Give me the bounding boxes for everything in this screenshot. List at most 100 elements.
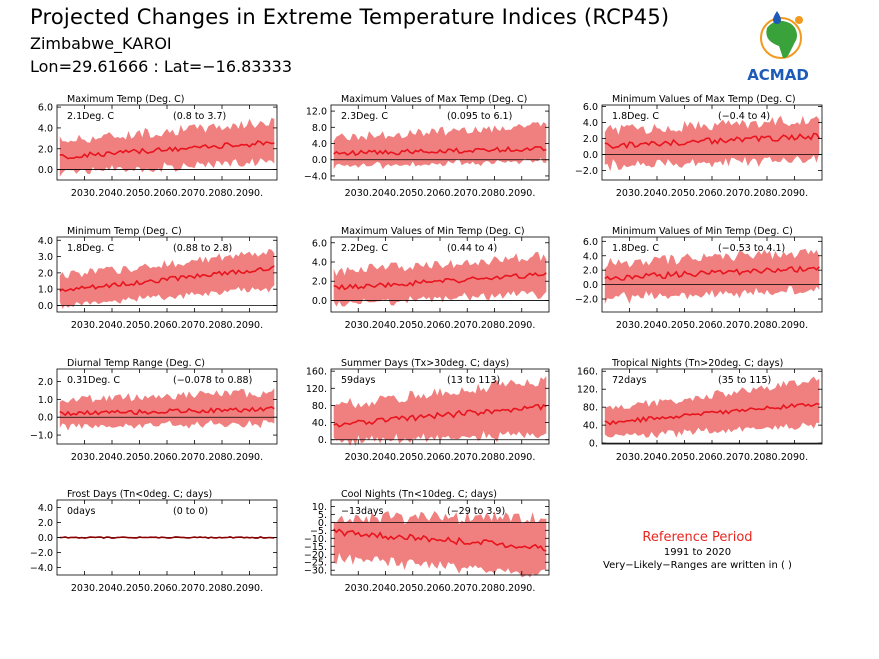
range-band	[604, 248, 820, 305]
y-tick-label: 160.	[306, 367, 327, 378]
x-tick-label: 2050.	[399, 320, 426, 331]
x-tick-label: 2090.	[781, 188, 808, 199]
y-tick-label: 0.0	[38, 165, 53, 176]
x-tick-label: 2060.	[426, 320, 453, 331]
y-tick-label: 2.0	[583, 266, 598, 277]
range-label: (13 to 113)	[447, 375, 500, 386]
value-label: −13days	[341, 506, 384, 517]
y-tick-label: 12.0	[306, 107, 327, 118]
y-tick-label: −5.	[310, 526, 327, 537]
x-tick-label: 2030.	[616, 188, 643, 199]
value-label: 59days	[341, 375, 376, 386]
value-label: 2.2Deg. C	[341, 243, 388, 254]
x-tick-label: 2030.	[616, 452, 643, 463]
location-label: Zimbabwe_KAROI	[30, 34, 172, 53]
chart-panel: 0. 40. 80. 120. 160. 2030. 2040. 2050. 2060. 2070…	[577, 358, 823, 463]
chart-panel: −4.0 −2.0 0.0 2.0 4.0 2030. 2040. 2050. 2060. 207…	[30, 489, 278, 594]
x-tick-label: 2040.	[643, 188, 670, 199]
y-tick-label: 2.0	[38, 377, 53, 388]
range-band	[333, 511, 547, 578]
chart-title: Frost Days (Tn<0deg. C; days)	[67, 489, 212, 500]
y-tick-label: −2.0	[575, 295, 598, 306]
chart-title: Summer Days (Tx>30deg. C; days)	[341, 358, 509, 369]
logo-text: ACMAD	[747, 66, 809, 84]
coordinates-label: Lon=29.61666 : Lat=−16.83333	[30, 57, 293, 76]
y-tick-label: −20.	[304, 550, 327, 561]
y-tick-label: 4.0	[312, 139, 327, 150]
x-tick-label: 2090.	[236, 320, 263, 331]
x-tick-label: 2030.	[71, 188, 98, 199]
x-tick-label: 2060.	[153, 188, 180, 199]
y-tick-label: 0.0	[583, 150, 598, 161]
y-tick-label: 0.0	[312, 155, 327, 166]
range-label: (0 to 0)	[173, 506, 208, 517]
y-tick-label: 1.0	[38, 395, 53, 406]
y-tick-label: 4.0	[583, 118, 598, 129]
chart-title: Cool Nights (Tn<10deg. C; days)	[341, 489, 497, 500]
x-tick-label: 2040.	[372, 320, 399, 331]
x-tick-label: 2090.	[508, 188, 535, 199]
x-tick-label: 2040.	[98, 188, 125, 199]
y-tick-label: 4.0	[583, 251, 598, 262]
y-tick-label: 2.0	[38, 144, 53, 155]
x-tick-label: 2070.	[454, 320, 481, 331]
x-tick-label: 2090.	[508, 583, 535, 594]
page-title: Projected Changes in Extreme Temperature…	[30, 5, 670, 29]
x-tick-label: 2040.	[372, 452, 399, 463]
range-label: (−0.4 to 4)	[718, 111, 770, 122]
x-tick-label: 2070.	[181, 452, 208, 463]
x-tick-label: 2080.	[208, 188, 235, 199]
range-label: (35 to 115)	[718, 375, 771, 386]
y-tick-label: 6.0	[38, 103, 53, 114]
x-tick-label: 2070.	[454, 583, 481, 594]
value-label: 0days	[67, 506, 96, 517]
reference-legend: Reference Period 1991 to 2020 Very−Likel…	[585, 530, 810, 571]
x-tick-label: 2080.	[481, 452, 508, 463]
reference-years: 1991 to 2020	[663, 547, 732, 558]
range-label: (0.44 to 4)	[447, 243, 497, 254]
median-line	[333, 272, 547, 291]
y-tick-label: 0.	[318, 518, 327, 529]
x-tick-label: 2090.	[781, 452, 808, 463]
x-tick-label: 2090.	[236, 452, 263, 463]
range-label: (0.095 to 6.1)	[447, 111, 512, 122]
chart-title: Minimum Values of Min Temp (Deg. C)	[612, 226, 793, 237]
y-tick-label: 80.	[583, 403, 598, 414]
x-tick-label: 2090.	[781, 320, 808, 331]
x-tick-label: 2060.	[153, 452, 180, 463]
y-tick-label: 0.0	[38, 413, 53, 424]
y-tick-label: 40.	[312, 418, 327, 429]
reference-note: Very−Likely−Ranges are written in ( )	[603, 560, 792, 571]
x-tick-label: 2090.	[236, 188, 263, 199]
chart-panel: −2.0 0.0 2.0 4.0 6.0 2030. 2040. 2050. 2060. 2070…	[575, 226, 823, 331]
median-line	[59, 265, 275, 292]
y-tick-label: 8.0	[312, 123, 327, 134]
x-tick-label: 2060.	[426, 452, 453, 463]
x-tick-label: 2040.	[372, 583, 399, 594]
y-tick-label: 2.0	[38, 268, 53, 279]
y-tick-label: 160.	[577, 367, 598, 378]
x-tick-label: 2080.	[481, 188, 508, 199]
logo-ring	[760, 17, 802, 59]
y-tick-label: −1.0	[30, 431, 53, 442]
chart-title: Maximum Values of Min Temp (Deg. C)	[341, 226, 525, 237]
x-tick-label: 2080.	[208, 452, 235, 463]
y-tick-label: −2.0	[575, 166, 598, 177]
y-tick-label: 4.0	[38, 503, 53, 514]
x-tick-label: 2040.	[643, 320, 670, 331]
median-line	[604, 265, 820, 281]
y-tick-label: 0.0	[583, 280, 598, 291]
x-tick-label: 2030.	[345, 188, 372, 199]
chart-panel: 0. 40. 80. 120. 160. 2030. 2040. 2050. 2060. 2070…	[306, 358, 550, 463]
y-tick-label: 1.0	[38, 285, 53, 296]
value-label: 2.1Deg. C	[67, 111, 114, 122]
y-tick-label: 4.0	[38, 236, 53, 247]
x-tick-label: 2040.	[372, 188, 399, 199]
x-tick-label: 2030.	[616, 320, 643, 331]
x-tick-label: 2060.	[698, 188, 725, 199]
logo-africa	[766, 20, 797, 59]
y-tick-label: 6.0	[312, 238, 327, 249]
x-tick-label: 2080.	[208, 583, 235, 594]
y-tick-label: 10.	[312, 502, 327, 513]
